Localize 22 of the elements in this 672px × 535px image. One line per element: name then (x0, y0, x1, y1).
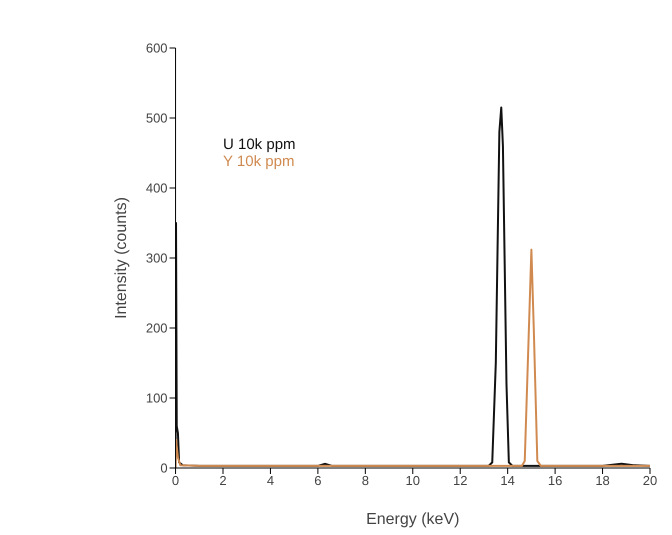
x-tick-label: 4 (266, 473, 274, 488)
x-tick-label: 12 (452, 473, 468, 488)
x-tick-label: 14 (500, 473, 515, 488)
x-tick-label: 18 (595, 473, 610, 488)
y-tick-label: 400 (146, 180, 168, 196)
x-axis-title: Energy (keV) (366, 511, 460, 528)
x-tick-label: 8 (362, 473, 369, 488)
x-tick-label: 0 (172, 473, 180, 488)
y-tick-label: 500 (146, 110, 168, 126)
y-tick-label: 0 (160, 460, 168, 476)
y-tick-label: 100 (146, 390, 168, 406)
x-tick-label: 6 (314, 473, 322, 488)
text: U 10k ppm (223, 136, 296, 153)
x-tick-label: 10 (406, 473, 420, 488)
y-tick-label: 200 (146, 320, 168, 336)
x-tick-label: 16 (548, 473, 562, 488)
x-tick-label: 20 (642, 473, 658, 488)
y-tick-label: 300 (146, 250, 168, 266)
x-tick-label: 2 (219, 473, 227, 488)
y-tick-label: 600 (146, 40, 168, 56)
text: Y 10k ppm (223, 153, 296, 170)
y-axis-title: Intensity (counts) (113, 197, 130, 319)
